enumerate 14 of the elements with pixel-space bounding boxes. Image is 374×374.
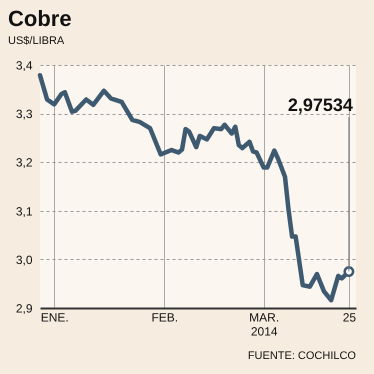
x-tick-label: MAR. 2014 <box>249 310 280 338</box>
y-tick-label: 3,4 <box>16 58 33 72</box>
source-note: FUENTE: COCHILCO <box>248 350 356 362</box>
y-tick-label: 3,2 <box>16 156 33 170</box>
y-tick-label: 3,0 <box>16 252 33 267</box>
y-tick-label: 3,3 <box>16 107 33 122</box>
chart-subtitle: US$/LIBRA <box>8 35 65 47</box>
chart-title: Cobre <box>8 6 72 31</box>
y-tick-label: 2,9 <box>16 302 33 316</box>
annotation: 2,97534 <box>288 95 353 115</box>
x-tick-label: FEB. <box>151 310 178 324</box>
x-tick-label: ENE. <box>40 310 69 324</box>
y-tick-label: 3,1 <box>16 204 33 218</box>
x-tick-label: 25 <box>342 310 356 324</box>
